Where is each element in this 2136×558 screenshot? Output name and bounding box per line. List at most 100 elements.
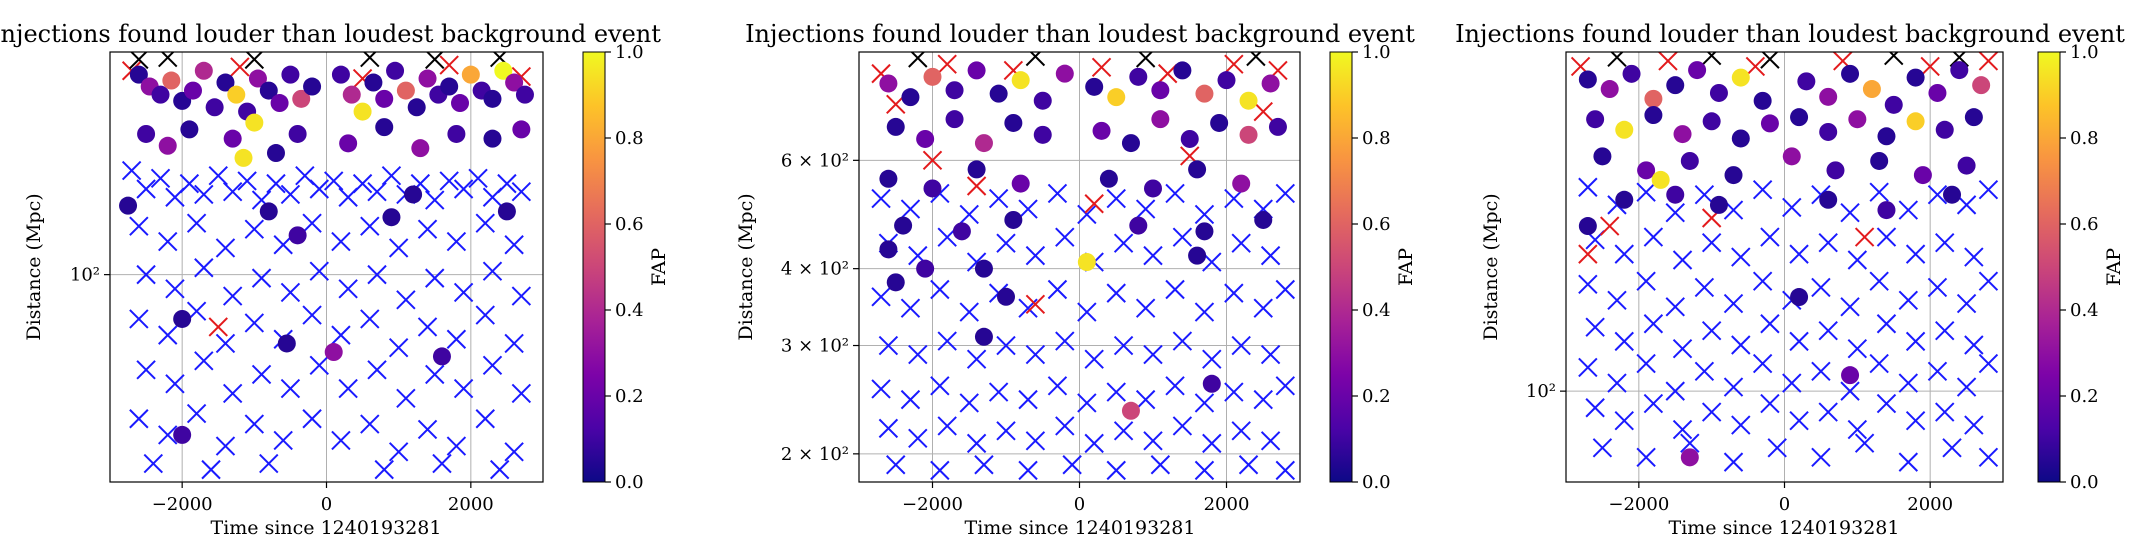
- scatter-point: [1268, 117, 1287, 136]
- x-marker: [1135, 389, 1156, 410]
- scatter-point: [1011, 71, 1030, 90]
- x-marker: [1150, 455, 1171, 475]
- x-marker: [1047, 376, 1068, 396]
- scatter-point: [1928, 83, 1947, 102]
- x-marker: [1578, 177, 1598, 197]
- x-marker: [900, 298, 921, 318]
- x-marker: [244, 414, 265, 434]
- scatter-point: [1144, 179, 1162, 198]
- x-marker: [1643, 227, 1664, 247]
- x-marker: [1701, 402, 1722, 422]
- x-marker: [1224, 382, 1244, 402]
- x-marker: [1935, 321, 1955, 341]
- x-marker: [1231, 233, 1251, 253]
- x-marker: [1614, 410, 1634, 431]
- scatter-point: [1239, 91, 1258, 110]
- x-marker: [360, 52, 380, 68]
- y-axis-label: Distance (Mpc): [23, 193, 45, 340]
- scatter-point: [396, 81, 415, 100]
- x-marker: [1789, 244, 1809, 264]
- plot-area: [859, 52, 1300, 482]
- x-marker: [1607, 52, 1627, 68]
- x-marker: [1578, 244, 1598, 264]
- x-marker: [1165, 183, 1185, 204]
- y-axis-label: Distance (Mpc): [1480, 193, 1502, 340]
- scatter-point: [494, 61, 513, 80]
- scatter-point: [1731, 68, 1750, 87]
- x-marker: [280, 378, 301, 399]
- scatter-point: [158, 136, 177, 155]
- x-marker: [871, 379, 891, 399]
- scatter-point: [1188, 160, 1207, 179]
- x-marker: [1018, 389, 1038, 410]
- x-marker: [208, 317, 228, 337]
- scatter-point: [1680, 151, 1699, 170]
- x-marker: [129, 409, 149, 429]
- x-marker: [1143, 245, 1163, 266]
- scatter-point: [1673, 125, 1692, 144]
- x-marker: [1055, 331, 1075, 351]
- scatter-point: [1055, 64, 1074, 83]
- x-marker: [475, 409, 495, 429]
- scatter-point: [1151, 110, 1170, 129]
- scatter-point: [162, 71, 181, 90]
- x-marker: [194, 351, 214, 371]
- x-marker: [1658, 52, 1678, 71]
- scatter-point: [1826, 161, 1845, 180]
- scatter-point: [1709, 83, 1728, 102]
- x-marker: [1224, 54, 1244, 74]
- x-marker: [439, 171, 459, 191]
- scatter-point: [353, 102, 372, 121]
- x-marker: [1876, 314, 1897, 334]
- x-marker: [1143, 344, 1163, 365]
- x-marker: [1025, 344, 1046, 365]
- x-marker: [1752, 180, 1773, 200]
- scatter-point: [894, 216, 913, 235]
- scatter-point: [1841, 64, 1860, 83]
- x-marker: [1202, 433, 1222, 454]
- x-marker: [1253, 389, 1273, 410]
- x-marker: [1949, 52, 1970, 68]
- x-marker: [959, 204, 979, 225]
- scatter-point: [974, 134, 993, 153]
- x-marker: [1246, 52, 1266, 67]
- x-marker: [1025, 245, 1046, 266]
- scatter-point: [1092, 121, 1111, 140]
- x-marker: [1847, 419, 1868, 440]
- x-marker: [453, 282, 474, 303]
- x-marker: [186, 403, 207, 424]
- scatter-point: [1077, 253, 1096, 272]
- x-marker: [1665, 381, 1685, 401]
- x-marker: [1599, 216, 1620, 236]
- x-marker: [1172, 227, 1193, 247]
- scatter-point: [945, 110, 964, 129]
- colorbar-ticks: 0.0 0.2 0.4 0.6 0.8 1.0: [1352, 42, 1391, 493]
- scatter-point: [151, 85, 170, 104]
- x-tick-label: −2000: [1608, 494, 1669, 515]
- x-marker: [1818, 232, 1838, 253]
- x-marker: [1840, 297, 1860, 317]
- x-marker: [194, 258, 214, 278]
- x-axis-label: Time since 1240193281: [211, 517, 442, 539]
- x-marker: [1157, 63, 1178, 84]
- scatter-point: [1782, 147, 1801, 166]
- scatter-point: [129, 65, 148, 84]
- scatter-point: [1586, 110, 1605, 129]
- x-marker: [1018, 460, 1038, 481]
- scatter-point: [1797, 72, 1816, 91]
- scatter-point: [1680, 448, 1699, 467]
- x-marker: [1135, 298, 1156, 318]
- x-marker: [143, 453, 164, 474]
- x-marker: [1231, 421, 1251, 441]
- scatter-point: [1688, 61, 1707, 80]
- colorbar-tick-label: 0.2: [2070, 386, 2099, 407]
- scatter-point: [1210, 113, 1229, 132]
- scatter-point: [1622, 64, 1641, 83]
- x-marker: [129, 309, 149, 329]
- x-marker: [338, 279, 358, 299]
- x-marker: [930, 376, 950, 396]
- scatter-point: [1644, 89, 1663, 108]
- x-marker: [1978, 180, 1999, 200]
- x-marker: [1106, 283, 1126, 303]
- x-marker: [1927, 277, 1948, 298]
